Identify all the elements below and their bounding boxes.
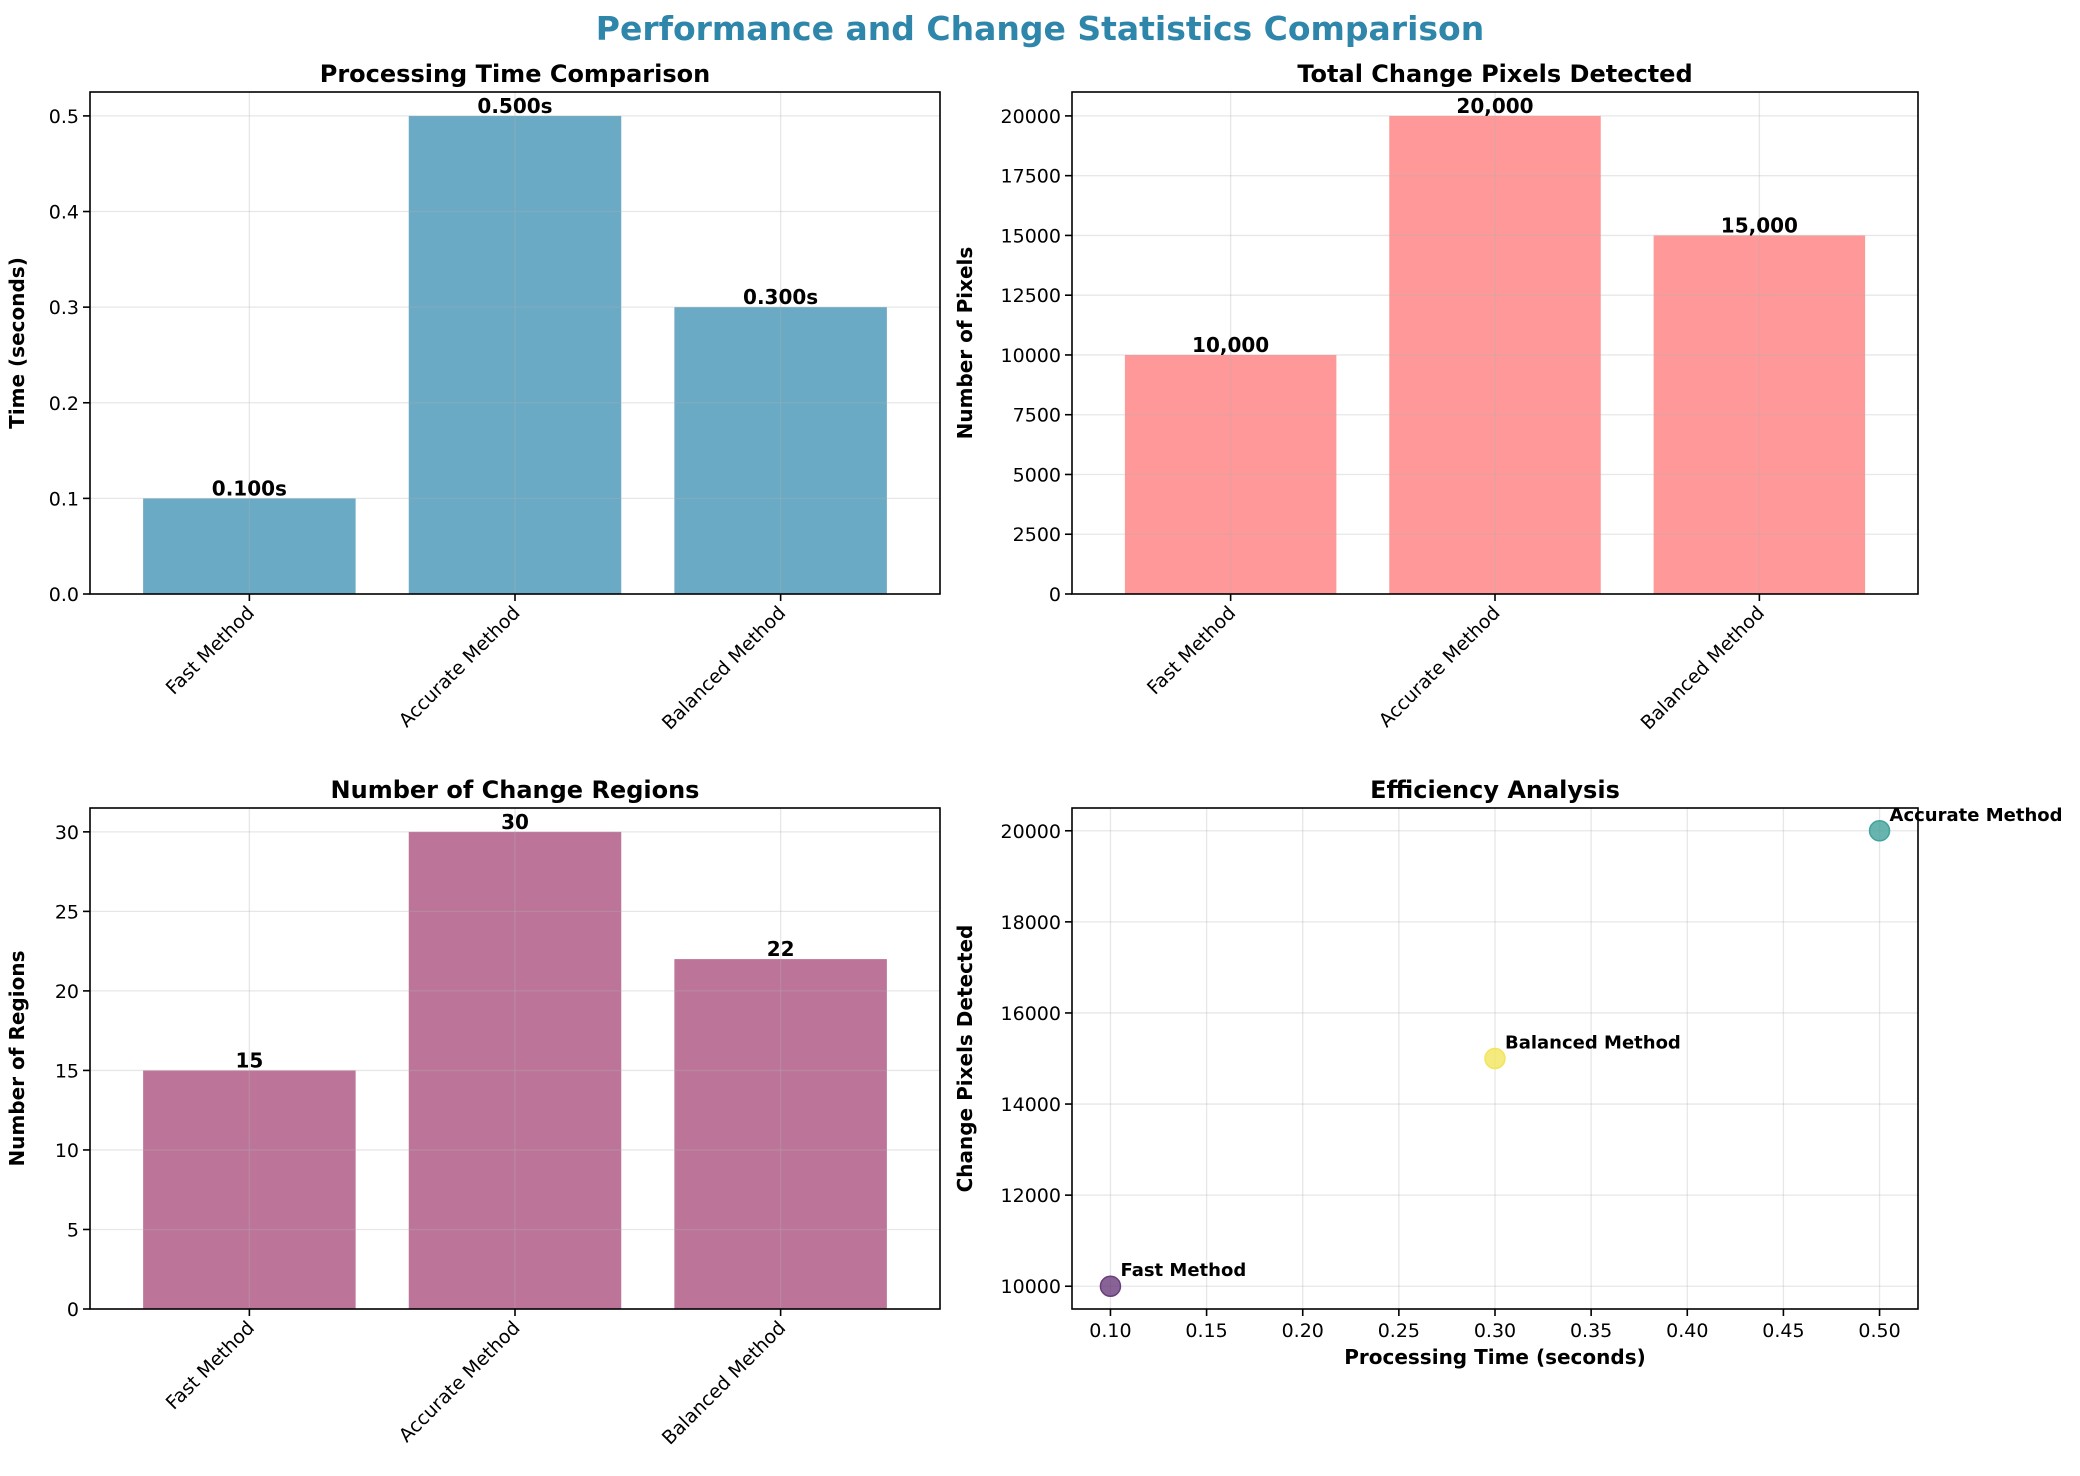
y-tick-label: 0.0 bbox=[49, 584, 79, 606]
y-tick-label: 15 bbox=[55, 1060, 79, 1082]
x-tick-label: Balanced Method bbox=[658, 602, 790, 734]
x-axis-label: Processing Time (seconds) bbox=[1344, 1345, 1646, 1369]
x-tick-label: Balanced Method bbox=[1637, 602, 1769, 734]
y-axis-label: Time (seconds) bbox=[5, 257, 29, 429]
x-tick-label: 0.50 bbox=[1858, 1320, 1900, 1342]
y-tick-label: 10 bbox=[55, 1140, 79, 1162]
data-label-fast-method: 15 bbox=[235, 1048, 263, 1072]
y-tick-label: 12000 bbox=[1001, 1185, 1061, 1207]
chart-title: Number of Change Regions bbox=[331, 776, 700, 804]
y-tick-label: 12500 bbox=[1001, 285, 1061, 307]
y-tick-label: 25 bbox=[55, 901, 79, 923]
y-tick-label: 0 bbox=[67, 1299, 79, 1321]
y-tick-label: 2500 bbox=[1013, 524, 1061, 546]
data-label-fast-method: 10,000 bbox=[1192, 333, 1269, 357]
y-tick-label: 0.1 bbox=[49, 488, 79, 510]
data-label-accurate-method: 30 bbox=[501, 810, 529, 834]
x-tick-label: 0.10 bbox=[1089, 1320, 1131, 1342]
point-fast-method bbox=[1099, 1275, 1122, 1297]
y-tick-label: 10000 bbox=[1001, 1276, 1061, 1298]
bar-accurate-method bbox=[1389, 115, 1601, 595]
data-label-balanced-method: 22 bbox=[767, 937, 795, 961]
x-tick-label: Accurate Method bbox=[395, 1317, 525, 1447]
y-tick-label: 30 bbox=[55, 822, 79, 844]
x-tick-label: 0.35 bbox=[1570, 1320, 1612, 1342]
point-label-balanced-method: Balanced Method bbox=[1505, 1033, 1681, 1054]
y-tick-label: 20000 bbox=[1001, 106, 1061, 128]
point-label-accurate-method: Accurate Method bbox=[1890, 805, 2063, 826]
x-tick-label: 0.20 bbox=[1282, 1320, 1324, 1342]
bar-balanced-method bbox=[674, 307, 887, 594]
y-tick-label: 17500 bbox=[1001, 166, 1061, 188]
y-tick-label: 5000 bbox=[1013, 464, 1061, 486]
y-tick-label: 5 bbox=[67, 1219, 79, 1241]
data-label-accurate-method: 20,000 bbox=[1456, 94, 1533, 118]
y-axis-label: Number of Regions bbox=[5, 951, 29, 1167]
change-regions-panel: 0 5 10 15 20 25 30 Fast Method Accurate Method Ba… bbox=[5, 776, 941, 1449]
y-tick-label: 20 bbox=[55, 981, 79, 1003]
y-tick-label: 16000 bbox=[1001, 1003, 1061, 1025]
x-tick-label: 0.30 bbox=[1474, 1320, 1516, 1342]
y-axis-label: Change Pixels Detected bbox=[953, 925, 977, 1193]
y-tick-label: 0.2 bbox=[49, 393, 79, 415]
data-label-balanced-method: 0.300s bbox=[743, 285, 818, 309]
x-tick-label: Accurate Method bbox=[1375, 602, 1505, 732]
y-tick-label: 0.3 bbox=[49, 297, 79, 319]
bar-fast-method bbox=[143, 1070, 356, 1309]
data-label-accurate-method: 0.500s bbox=[477, 94, 552, 118]
processing-time-panel: 0.0 0.1 0.2 0.3 0.4 0.5 Fast Method Accurate Me… bbox=[5, 60, 941, 734]
x-tick-label: 0.40 bbox=[1666, 1320, 1708, 1342]
y-tick-label: 0.4 bbox=[49, 202, 79, 224]
y-tick-label: 20000 bbox=[1001, 821, 1061, 843]
point-balanced-method bbox=[1484, 1047, 1506, 1070]
x-tick-label: 0.25 bbox=[1378, 1320, 1420, 1342]
bar-accurate-method bbox=[408, 115, 622, 595]
x-tick-label: Accurate Method bbox=[395, 602, 525, 732]
data-label-balanced-method: 15,000 bbox=[1721, 213, 1798, 237]
bar-accurate-method bbox=[408, 831, 622, 1309]
y-tick-label: 0.5 bbox=[49, 106, 79, 128]
y-tick-label: 7500 bbox=[1013, 405, 1061, 427]
x-tick-label: Fast Method bbox=[162, 1317, 259, 1414]
efficiency-analysis-panel: Fast Method Accurate Method Balanced Metho… bbox=[953, 776, 2063, 1369]
x-tick-label: Fast Method bbox=[162, 602, 259, 699]
x-tick-label: 0.15 bbox=[1185, 1320, 1227, 1342]
x-tick-label: Balanced Method bbox=[658, 1317, 790, 1449]
bar-fast-method bbox=[1124, 354, 1337, 594]
x-tick-label: Fast Method bbox=[1143, 602, 1240, 699]
bar-balanced-method bbox=[674, 959, 887, 1309]
y-axis-label: Number of Pixels bbox=[953, 247, 977, 440]
y-tick-label: 14000 bbox=[1001, 1094, 1061, 1116]
chart-title: Efficiency Analysis bbox=[1370, 776, 1620, 804]
y-tick-label: 10000 bbox=[1001, 345, 1061, 367]
y-tick-label: 0 bbox=[1049, 584, 1061, 606]
chart-title: Total Change Pixels Detected bbox=[1297, 60, 1692, 88]
chart-title: Processing Time Comparison bbox=[320, 60, 710, 88]
bar-fast-method bbox=[143, 498, 356, 594]
point-accurate-method bbox=[1868, 820, 1891, 842]
bar-balanced-method bbox=[1653, 235, 1866, 594]
figure-title: Performance and Change Statistics Compar… bbox=[596, 9, 1484, 48]
y-tick-label: 15000 bbox=[1001, 225, 1061, 247]
data-label-fast-method: 0.100s bbox=[212, 476, 287, 500]
y-tick-label: 18000 bbox=[1001, 912, 1061, 934]
x-tick-label: 0.45 bbox=[1762, 1320, 1804, 1342]
change-pixels-panel: 0 2500 5000 7500 10000 12500 15000 17500 20000 Fa… bbox=[953, 60, 1919, 734]
point-label-fast-method: Fast Method bbox=[1120, 1260, 1246, 1281]
